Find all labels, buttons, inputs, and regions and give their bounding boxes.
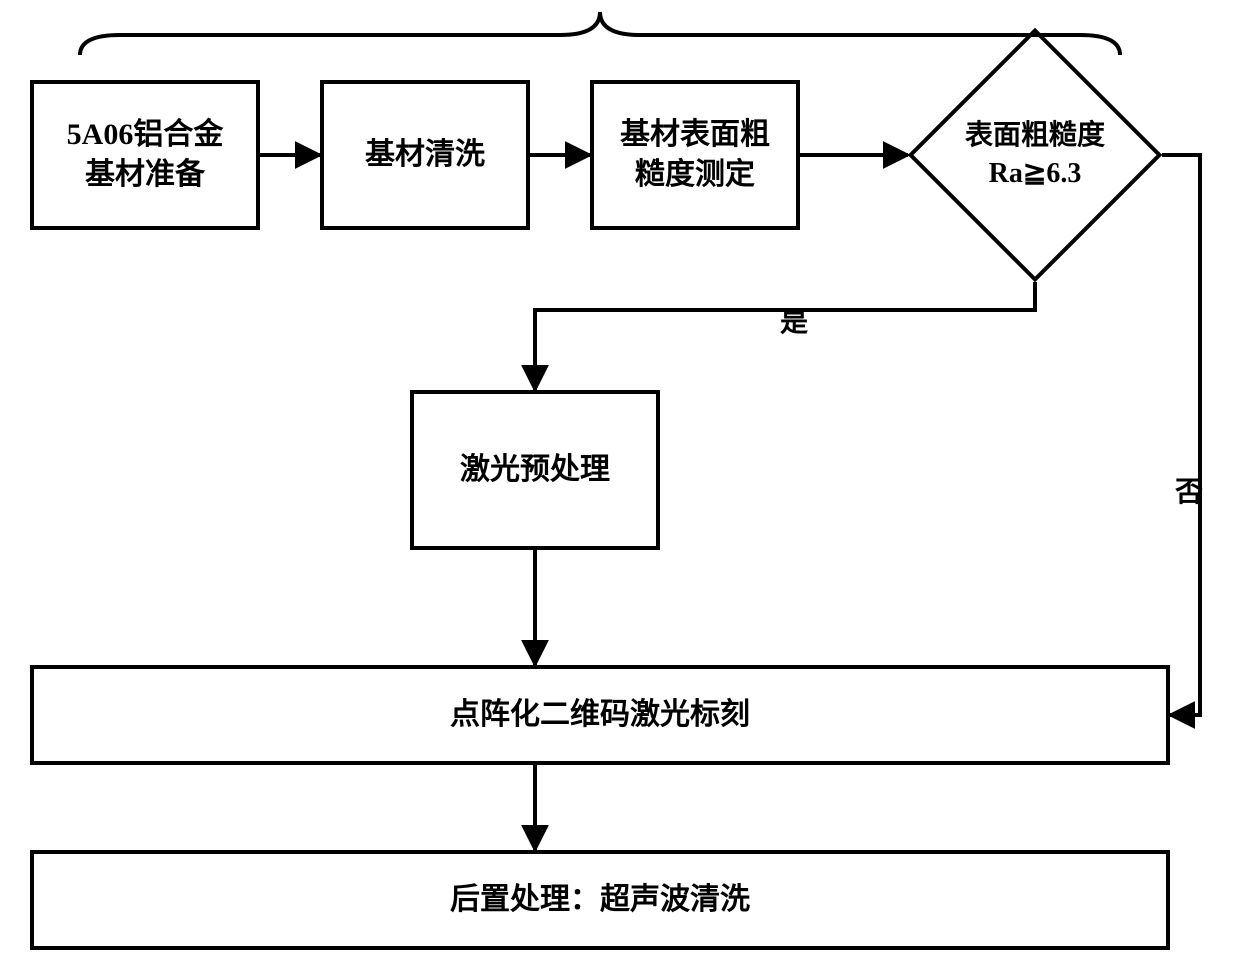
node-post-ultrasonic: 后置处理：超声波清洗 — [30, 850, 1170, 950]
edge-label-no: 否 — [1175, 470, 1203, 510]
node-label: 基材表面粗糙度测定 — [620, 115, 770, 196]
node-laser-pretreat: 激光预处理 — [410, 390, 660, 550]
node-roughness-measure: 基材表面粗糙度测定 — [590, 80, 800, 230]
node-label: 表面粗糙度Ra≧6.3 — [965, 117, 1105, 193]
node-label: 基材清洗 — [365, 135, 485, 176]
node-label: 5A06铝合金基材准备 — [67, 115, 224, 196]
edge-label-yes: 是 — [780, 300, 808, 340]
node-label: 激光预处理 — [460, 450, 610, 491]
node-substrate-clean: 基材清洗 — [320, 80, 530, 230]
node-substrate-prep: 5A06铝合金基材准备 — [30, 80, 260, 230]
node-label: 点阵化二维码激光标刻 — [450, 695, 750, 736]
node-label: 后置处理：超声波清洗 — [450, 880, 750, 921]
node-qr-laser-mark: 点阵化二维码激光标刻 — [30, 665, 1170, 765]
top-brace — [80, 12, 1120, 55]
node-roughness-decision: 表面粗糙度Ra≧6.3 — [945, 65, 1125, 245]
